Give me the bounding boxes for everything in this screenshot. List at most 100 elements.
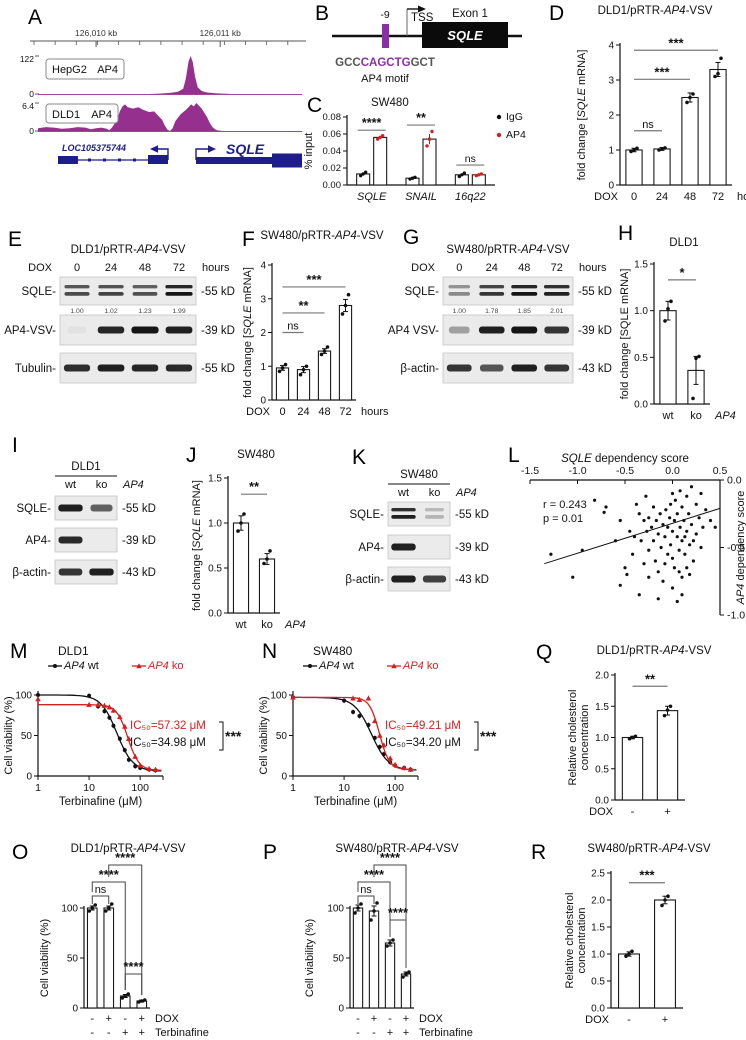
quantification-value: 1.99 [172,308,185,315]
x-tick-label: 72 [339,406,351,418]
data-point [262,561,266,566]
data-point [658,512,662,516]
data-point [650,525,654,529]
sig-label: *** [225,728,242,744]
x-tick-label: 48 [684,191,696,203]
marker-triangle [401,765,407,771]
text-segment: AP4 [520,244,543,256]
text-segment: 0.5 [713,465,728,477]
text-segment: 126,011 kb [199,28,241,38]
text-segment: AP4-VSV- [4,325,56,337]
data-point [283,362,288,367]
gene-exon [272,153,302,168]
text-segment: -39 kD [578,325,612,337]
text-segment: SQLE- [21,286,56,298]
ic50-label: IC₅₀=34.20 μM [385,737,461,749]
x-tick-label: + [139,1027,145,1039]
protein-band [132,285,158,289]
text-segment: 1.0 [595,733,609,744]
data-point [236,529,240,533]
text-segment: SNAIL [405,191,437,203]
text-segment: 0.5 [208,564,222,575]
marker-circle [126,757,131,762]
panel-label-a: A [28,6,43,29]
text-segment: wt [235,619,247,631]
lane-label: 48 [518,262,530,274]
x-tick-label: 0.0 [665,465,680,477]
data-point [670,556,675,560]
text-segment: Cell viability (%) [3,696,15,774]
text-segment: 1.99 [172,308,185,315]
text-segment: AP4 [122,479,144,491]
panel-label-c: C [307,94,323,117]
text-segment: -39 kD [455,542,489,554]
text-segment: 0 [631,191,637,203]
ap4-motif-site [382,24,389,48]
bar [656,710,679,801]
text-segment: 24 [105,262,117,274]
data-point [632,535,637,539]
text-segment: fold change [SQLE mRNA] [619,269,631,400]
text-segment: ** [645,671,656,686]
text-segment: wt [662,410,674,422]
text-segment: fold change [ [191,548,203,611]
text-segment: 48 [318,406,330,418]
data-point [677,570,681,574]
y-axis-label: fold change [SQLE mRNA] [191,480,203,611]
data-point [407,970,411,974]
header-suffix: AP4 [122,479,144,491]
text-segment: 0 [26,772,32,783]
data-point [120,996,125,1000]
molecular-weight-label: -55 kD [201,286,235,298]
marker-triangle [290,694,296,700]
text-segment: 50 [333,954,345,965]
text-segment: AP4 [91,109,112,121]
text-segment: Terbinafine (μM) [314,796,397,808]
x-tick-label: 1 [290,782,296,794]
text-segment: + [106,1013,112,1025]
protein-band [425,515,444,519]
data-point [685,100,689,105]
text-segment: - [388,1013,392,1025]
protein-band [543,285,570,289]
marker-triangle [365,695,372,701]
x-tick-label: -1.5 [521,465,539,477]
y-axis-label: Cell viability (%) [39,919,51,997]
marker-circle [372,735,377,740]
track-scale-min: 0 [29,89,34,99]
sig-bracket [219,721,224,751]
text-segment: 100 [270,691,287,702]
y-axis-label: concentration [576,907,588,973]
text-segment: 0 [338,1004,344,1015]
chart-title: SQLE dependency score [561,453,689,465]
sig-label: * [679,265,685,280]
text-segment: -39 kD [201,325,235,337]
x-axis-prefix: DOX [585,1014,610,1026]
data-point [358,173,363,178]
text-segment: IgG [506,111,523,123]
text-segment: 2.0 [595,671,609,682]
text-segment: 24 [656,191,668,203]
text-segment: 10 [338,782,350,794]
correlation-annotation: p = 0.01 [543,513,583,525]
y-tick-label: 1.0 [591,950,605,961]
y-tick-label: 100 [15,691,32,702]
y-tick-label: 50 [21,731,33,742]
track-cell-label: DLD1 [52,109,80,121]
y-tick-label: 1.5 [591,923,605,934]
text-segment: ** [416,111,426,125]
text-segment: 0 [29,89,34,99]
regression-line [544,507,721,565]
bar [232,522,250,614]
text-segment: - [356,1013,360,1025]
protein-band [58,536,83,544]
data-point [404,972,408,976]
protein-band [479,292,505,296]
bar [352,907,364,1009]
sig-label: ** [298,298,309,313]
y-axis-label: Cell viability (%) [258,696,270,774]
text-segment: 50 [276,731,288,742]
data-point [669,299,673,304]
text-segment: ko [261,619,273,631]
data-point [639,539,643,543]
